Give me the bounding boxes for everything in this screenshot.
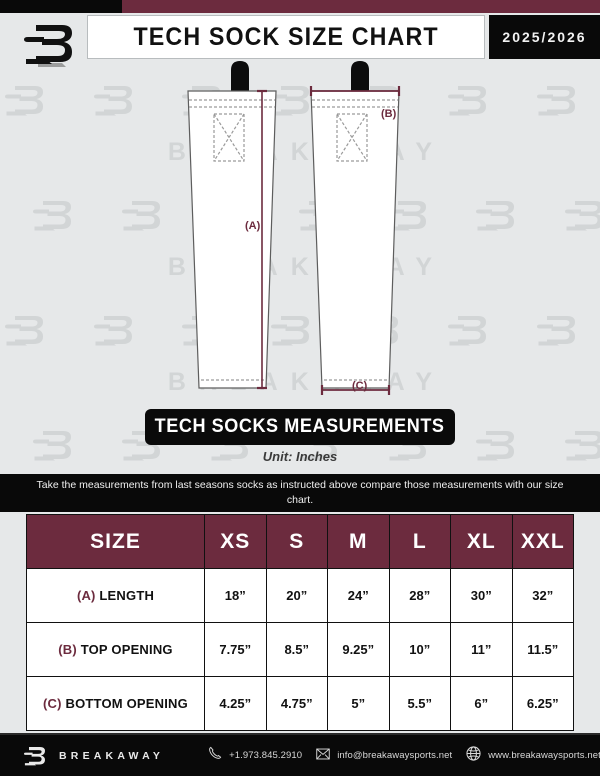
footer-phone-text: +1.973.845.2910 <box>229 750 303 761</box>
table-row-label: (A) LENGTH <box>26 568 205 623</box>
unit-note: Unit: Inches <box>262 449 338 464</box>
breakaway-b-monogram-icon <box>93 86 132 116</box>
size-chart-table-wrapper: SIZE XS S M L XL XXL (A) LENGTH 18” 20” 24” 28” 30”… <box>26 514 574 731</box>
footer-website-text: www.breakawaysports.net <box>488 750 600 761</box>
table-cell-value: 30” <box>450 568 513 623</box>
breakaway-b-monogram-icon <box>476 431 515 461</box>
instruction-band: Take the measurements from last seasons … <box>0 474 600 512</box>
sock-technical-drawing <box>187 61 401 395</box>
table-cell-value: 7.75” <box>204 622 267 677</box>
table-row-tag: (A) <box>76 588 96 603</box>
table-cell-value: 24” <box>327 568 390 623</box>
breakaway-b-monogram-icon <box>476 201 515 231</box>
measurements-badge-label: TECH SOCKS MEASUREMENTS <box>155 416 445 437</box>
table-row-tag: (B) <box>58 642 77 657</box>
table-row: (B) TOP OPENING 7.75” 8.5” 9.25” 10” 11” 11.5” <box>26 622 574 677</box>
size-chart-table: SIZE XS S M L XL XXL (A) LENGTH 18” 20” 24” 28” 30”… <box>26 514 574 731</box>
table-row: (A) LENGTH 18” 20” 24” 28” 30” 32” <box>26 568 574 623</box>
top-accent-stripe <box>0 0 600 13</box>
breakaway-b-monogram-icon <box>536 86 575 116</box>
breakaway-b-monogram-icon <box>448 86 487 116</box>
table-header-xxl: XXL <box>511 514 574 569</box>
top-stripe-black-segment <box>0 0 122 13</box>
breakaway-b-monogram-icon <box>270 316 309 346</box>
globe-icon <box>466 745 481 766</box>
table-cell-value: 5” <box>327 676 390 731</box>
table-cell-value: 10” <box>388 622 451 677</box>
dimension-label-c: (C) <box>352 380 368 392</box>
table-cell-value: 11” <box>450 622 513 677</box>
breakaway-b-monogram-icon <box>33 431 72 461</box>
measurements-badge: TECH SOCKS MEASUREMENTS <box>145 409 455 445</box>
footer-email[interactable]: info@breakawaysports.net <box>316 747 452 765</box>
table-header-m: M <box>327 514 390 569</box>
breakaway-b-monogram-icon <box>536 316 575 346</box>
season-year-text: 2025/2026 <box>502 29 587 45</box>
table-row-label: (B) TOP OPENING <box>26 622 205 677</box>
table-cell-value: 11.5” <box>511 622 574 677</box>
table-cell-value: 18” <box>204 568 267 623</box>
table-cell-value: 6” <box>450 676 513 731</box>
table-cell-value: 8.5” <box>265 622 328 677</box>
table-cell-value: 6.25” <box>511 676 574 731</box>
table-header-row: SIZE XS S M L XL XXL <box>26 514 574 569</box>
table-header-s: S <box>265 514 328 569</box>
breakaway-b-monogram-icon <box>24 744 46 768</box>
sock-diagram-area: (A) (B) (C) <box>0 60 600 405</box>
envelope-icon <box>316 747 330 765</box>
breakaway-b-monogram-icon <box>448 316 487 346</box>
tech-sock-length-diagram <box>187 61 277 390</box>
breakaway-b-monogram-icon <box>121 201 160 231</box>
page-title-plate: TECH SOCK SIZE CHART <box>87 15 485 59</box>
table-row-tag: (C) <box>43 696 62 711</box>
page-header: TECH SOCK SIZE CHART 2025/2026 <box>0 13 600 75</box>
season-year-badge: 2025/2026 <box>489 15 600 59</box>
breakaway-b-monogram-icon <box>93 316 132 346</box>
table-header-xs: XS <box>204 514 267 569</box>
page-title: TECH SOCK SIZE CHART <box>133 22 439 51</box>
breakaway-b-monogram-icon <box>22 15 76 73</box>
instruction-text: Take the measurements from last seasons … <box>36 478 564 506</box>
table-cell-value: 20” <box>265 568 328 623</box>
footer-website[interactable]: www.breakawaysports.net <box>466 745 600 766</box>
table-header-xl: XL <box>450 514 513 569</box>
table-row: (C) BOTTOM OPENING 4.25” 4.75” 5” 5.5” 6” 6.25… <box>26 676 574 731</box>
breakaway-b-monogram-icon <box>5 86 44 116</box>
footer-brand-name: BREAKAWAY <box>59 749 165 762</box>
breakaway-b-monogram-icon <box>121 431 160 461</box>
table-cell-value: 32” <box>511 568 574 623</box>
footer-brand: BREAKAWAY <box>24 744 164 768</box>
table-cell-value: 9.25” <box>327 622 390 677</box>
footer-email-text: info@breakawaysports.net <box>337 750 453 761</box>
tech-sock-opening-diagram <box>309 61 401 395</box>
footer-phone[interactable]: +1.973.845.2910 <box>208 746 302 765</box>
breakaway-b-monogram-icon <box>564 201 600 231</box>
dimension-label-b: (B) <box>381 108 397 120</box>
table-cell-value: 4.75” <box>265 676 328 731</box>
table-cell-value: 4.25” <box>204 676 267 731</box>
top-stripe-maroon-segment <box>122 0 600 13</box>
dimension-label-a: (A) <box>245 220 261 232</box>
table-header-l: L <box>388 514 451 569</box>
footer-contacts: +1.973.845.2910 info@breakawaysports.net <box>208 745 600 766</box>
page-footer: BREAKAWAY +1.973.845.2910 info@breakaway… <box>0 733 600 776</box>
table-row-label: (C) BOTTOM OPENING <box>26 676 205 731</box>
breakaway-b-monogram-icon <box>564 431 600 461</box>
breakaway-b-monogram-icon <box>33 201 72 231</box>
breakaway-b-monogram-icon <box>5 316 44 346</box>
table-cell-value: 5.5” <box>388 676 451 731</box>
phone-icon <box>208 746 222 765</box>
table-header-size: SIZE <box>26 514 205 569</box>
table-cell-value: 28” <box>388 568 451 623</box>
